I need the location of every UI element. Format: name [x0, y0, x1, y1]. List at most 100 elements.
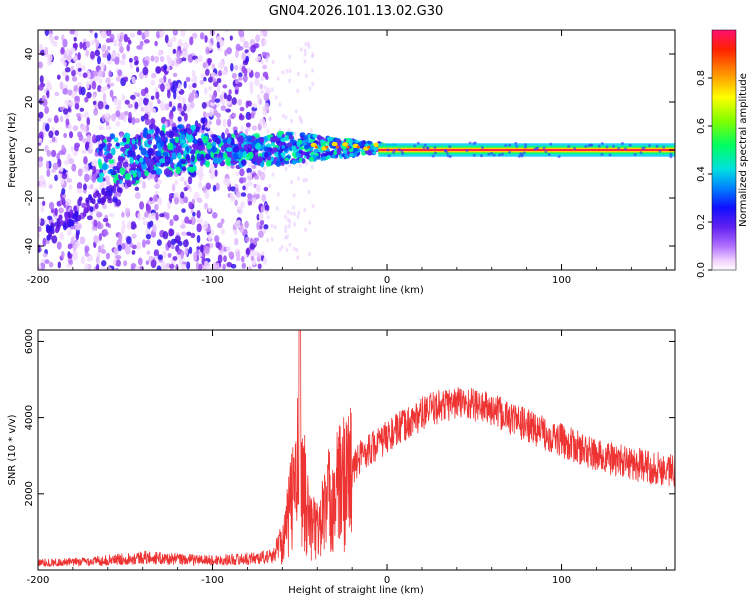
heatmap-cell [276, 192, 280, 197]
heatmap-cell [263, 186, 269, 192]
heatmap-cell [524, 143, 528, 147]
heatmap-cell [104, 112, 110, 122]
heatmap-cell [101, 260, 107, 267]
heatmap-cell [100, 62, 105, 71]
heatmap-cell [92, 74, 99, 82]
heatmap-cell [201, 124, 206, 131]
heatmap-cell [221, 69, 227, 76]
heatmap-cell [216, 222, 223, 229]
heatmap-cell [243, 68, 248, 77]
heatmap-cell [134, 192, 141, 200]
heatmap-cell [392, 148, 396, 152]
bottom-x-axis: -200 -100 0 100 [27, 330, 667, 586]
heatmap-cell [190, 232, 196, 239]
heatmap-cell [124, 172, 132, 181]
heatmap-cell [317, 135, 323, 141]
heatmap-cell [445, 151, 449, 155]
heatmap-cell [84, 245, 90, 253]
heatmap-cell [189, 36, 194, 46]
heatmap-cell [104, 175, 110, 183]
heatmap-cell [205, 160, 210, 168]
heatmap-cell [169, 219, 174, 227]
heatmap-cell [291, 145, 297, 151]
heatmap-cell [218, 61, 225, 70]
heatmap-cell [111, 113, 117, 122]
heatmap-cell [115, 110, 121, 118]
heatmap-cell [74, 103, 80, 110]
heatmap-cell [279, 158, 284, 163]
heatmap-cell [266, 55, 270, 60]
heatmap-cell [175, 57, 182, 65]
heatmap-cell [291, 159, 297, 165]
heatmap-cell [140, 88, 147, 97]
top-y-tick-label: -40 [24, 238, 35, 254]
heatmap-cell [176, 95, 182, 101]
heatmap-cell [171, 245, 175, 250]
heatmap-cell [74, 225, 81, 231]
heatmap-cell [648, 144, 652, 148]
top-x-tick-label: 100 [552, 275, 571, 286]
heatmap-cell [308, 86, 312, 91]
heatmap-cell [255, 34, 261, 43]
heatmap-cell [38, 111, 44, 119]
heatmap-cell [589, 143, 593, 147]
heatmap-cell [262, 166, 266, 171]
heatmap-cell [183, 103, 187, 112]
heatmap-cell [143, 105, 150, 113]
heatmap-cell [119, 156, 124, 164]
heatmap-cell [337, 147, 341, 153]
heatmap-cell [240, 125, 244, 132]
heatmap-cell [105, 38, 112, 43]
heatmap-cell [472, 153, 476, 157]
heatmap-cell [110, 148, 116, 156]
heatmap-cell [139, 201, 145, 210]
heatmap-cell [102, 217, 109, 223]
heatmap-cell [544, 150, 548, 154]
heatmap-cell [85, 80, 90, 90]
heatmap-cell [226, 147, 233, 152]
heatmap-cell [185, 133, 190, 140]
heatmap-cell [131, 138, 136, 145]
heatmap-cell [271, 147, 278, 153]
heatmap-cell [171, 126, 178, 132]
heatmap-cell [633, 152, 637, 156]
heatmap-cell [174, 235, 181, 243]
heatmap-cell [152, 194, 158, 203]
heatmap-cell [139, 71, 144, 80]
heatmap-cell [97, 220, 101, 230]
heatmap-cell [236, 219, 241, 225]
heatmap-cell [367, 145, 371, 149]
heatmap-cell [260, 60, 264, 65]
heatmap-cell [74, 144, 79, 152]
heatmap-cell [161, 250, 167, 259]
heatmap-cell [126, 137, 131, 145]
heatmap-cell [323, 152, 328, 157]
heatmap-cell [242, 74, 248, 83]
heatmap-cell [192, 138, 198, 145]
heatmap-cell [115, 120, 121, 127]
heatmap-cell [38, 137, 43, 144]
heatmap-cell [346, 145, 350, 149]
heatmap-cell [229, 193, 235, 198]
heatmap-cell [98, 245, 102, 253]
heatmap-cell [58, 207, 64, 214]
heatmap-cell [263, 152, 269, 158]
heatmap-cell [201, 101, 207, 109]
heatmap-cell [203, 220, 209, 230]
heatmap-cell [188, 201, 193, 209]
heatmap-cell [129, 32, 136, 38]
heatmap-cell [481, 146, 485, 150]
heatmap-cell [228, 89, 232, 95]
heatmap-cell [241, 52, 246, 60]
heatmap-cell [250, 255, 254, 262]
heatmap-cell [118, 179, 123, 184]
heatmap-cell [67, 106, 71, 112]
colorbar-ticks: 0.0 0.2 0.4 0.6 0.8 [696, 70, 712, 278]
heatmap-cell [387, 154, 391, 158]
heatmap-cell [295, 152, 301, 158]
heatmap-cell [167, 142, 174, 151]
heatmap-cell [100, 244, 105, 250]
heatmap-cell [132, 172, 137, 178]
heatmap-cell [325, 145, 329, 149]
heatmap-cell [259, 137, 264, 143]
